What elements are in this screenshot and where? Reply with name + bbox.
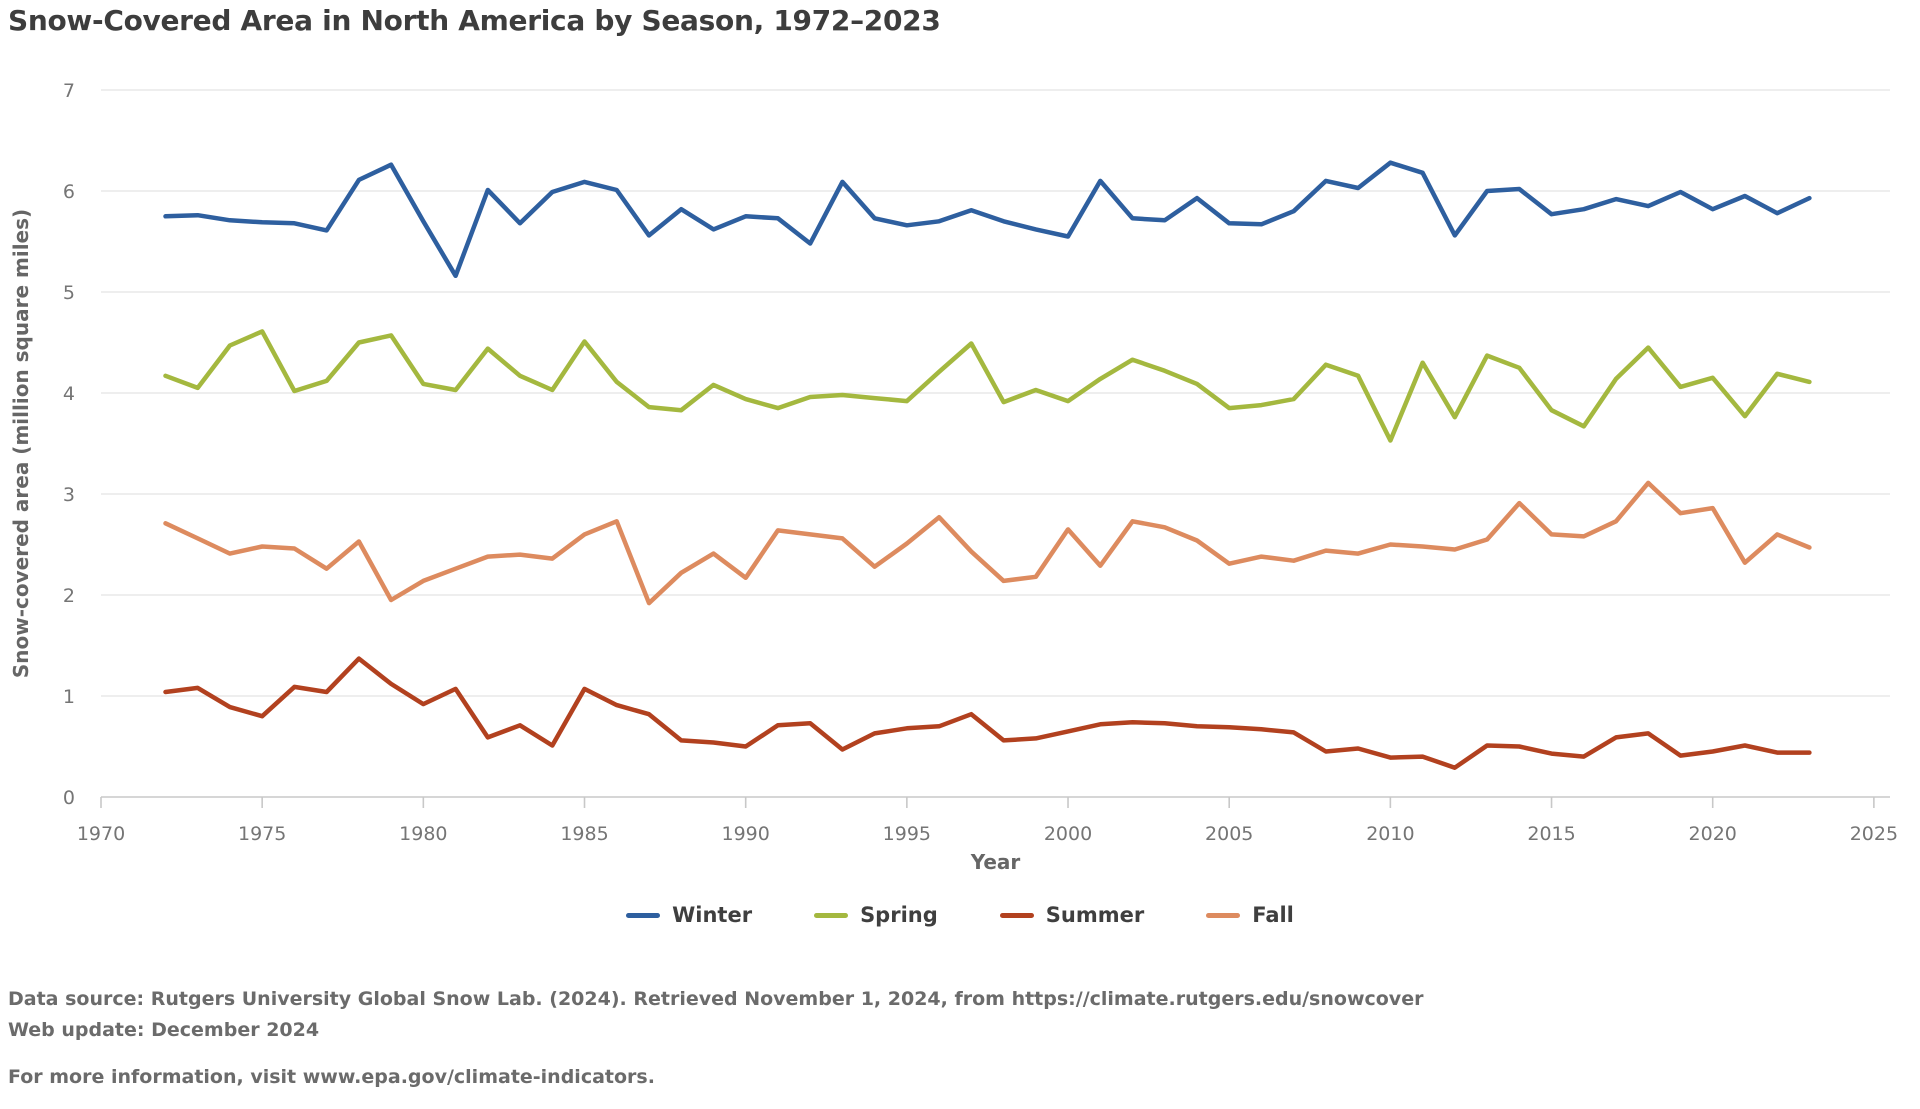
legend-label-spring: Spring — [860, 903, 938, 927]
x-tick-label-1990: 1990 — [722, 823, 770, 845]
y-tick-label-3: 3 — [63, 484, 75, 506]
legend-label-summer: Summer — [1045, 903, 1145, 927]
line-chart-plot-area: 0 1 2 3 4 5 6 7 1970 1975 1980 1985 1990 1995 2000 2005… — [9, 80, 1898, 874]
series-line-spring — [163, 329, 1812, 443]
legend-item-summer: Summer — [999, 903, 1145, 927]
more-info-text: For more information, visit www.epa.gov/… — [8, 1066, 655, 1088]
legend-label-fall: Fall — [1252, 903, 1294, 927]
x-tick-label-1980: 1980 — [399, 823, 447, 845]
y-tick-label-1: 1 — [63, 686, 75, 708]
x-tick-label-1985: 1985 — [560, 823, 608, 845]
legend-item-fall: Fall — [1206, 903, 1294, 927]
y-tick-label-0: 0 — [63, 787, 75, 809]
x-tick-label-2010: 2010 — [1366, 823, 1414, 845]
winter-line-swatch — [626, 912, 661, 918]
x-tick-label-2025: 2025 — [1850, 823, 1898, 845]
x-tick-label-2020: 2020 — [1689, 823, 1737, 845]
x-tick-label-1970: 1970 — [77, 823, 125, 845]
data-source-text: Data source: Rutgers University Global S… — [8, 988, 1424, 1010]
x-axis-title: Year — [970, 850, 1021, 874]
y-tick-label-4: 4 — [63, 383, 75, 405]
x-tick-label-1995: 1995 — [883, 823, 931, 845]
chart-legend: Winter Spring Summer Fall — [0, 903, 1920, 927]
x-tick-label-2005: 2005 — [1205, 823, 1253, 845]
series-line-fall — [163, 480, 1812, 606]
x-tick-label-2000: 2000 — [1044, 823, 1092, 845]
legend-label-winter: Winter — [672, 903, 753, 927]
spring-line-swatch — [814, 912, 849, 918]
x-tick-label-2015: 2015 — [1527, 823, 1575, 845]
chart-title: Snow-Covered Area in North America by Se… — [8, 4, 941, 37]
x-tick-label-1975: 1975 — [238, 823, 286, 845]
y-tick-label-7: 7 — [63, 80, 75, 102]
legend-item-spring: Spring — [814, 903, 938, 927]
series-line-summer — [163, 656, 1812, 770]
series-line-winter — [163, 160, 1812, 279]
y-tick-label-5: 5 — [63, 282, 75, 304]
y-tick-label-2: 2 — [63, 585, 75, 607]
summer-line-swatch — [999, 912, 1034, 918]
web-update-text: Web update: December 2024 — [8, 1019, 320, 1041]
fall-line-swatch — [1206, 912, 1241, 918]
y-axis-title: Snow-covered area (million square miles) — [9, 209, 33, 678]
y-tick-label-6: 6 — [63, 181, 75, 203]
legend-item-winter: Winter — [626, 903, 752, 927]
